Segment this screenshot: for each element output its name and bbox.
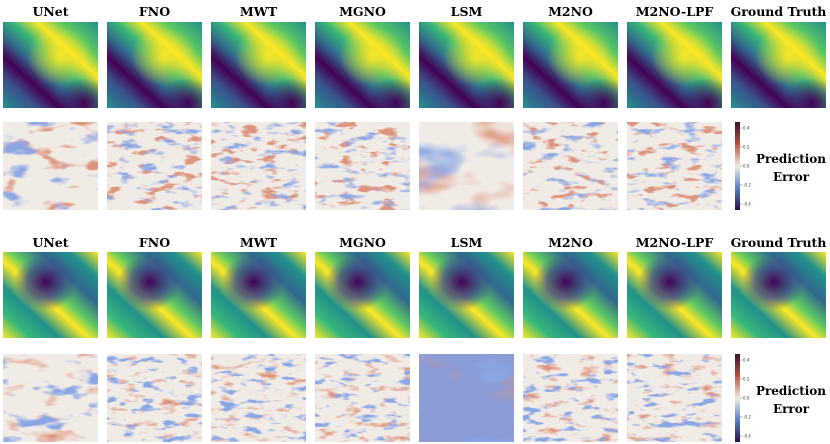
error-image (315, 122, 410, 210)
colorbar-tick-label: 0.2 (743, 377, 750, 382)
colorbar (735, 122, 740, 210)
error-image (211, 354, 306, 442)
field-image (3, 22, 98, 108)
error-image (627, 354, 722, 442)
colorbar-tick-label: -0.2 (743, 415, 751, 420)
field-image (523, 22, 618, 108)
panel: UNet FNO MWT MGNO LSM M2NO M2NO-LPF Ground Trut… (3, 4, 826, 210)
error-image (523, 122, 618, 210)
column-title: UNet (32, 4, 68, 19)
error-image (3, 354, 98, 442)
column-title: M2NO (548, 235, 593, 250)
column-title: M2NO (548, 4, 593, 19)
side-label: Prediction (756, 152, 826, 166)
colorbar-tick-label: 0.0 (743, 164, 750, 169)
error-image (107, 354, 202, 442)
side-label: Error (773, 170, 810, 184)
colorbar (735, 354, 740, 442)
error-image (627, 122, 722, 210)
field-image (315, 252, 410, 338)
column-title: Ground Truth (731, 235, 827, 250)
side-label: Prediction (756, 384, 826, 398)
side-label: Error (773, 402, 810, 416)
error-image (3, 122, 98, 210)
error-image (419, 122, 514, 210)
column-title: MWT (240, 235, 278, 250)
error-image (107, 122, 202, 210)
field-image (419, 252, 514, 338)
field-image (107, 252, 202, 338)
field-image (731, 252, 826, 338)
column-title: FNO (139, 4, 170, 19)
field-image (211, 22, 306, 108)
colorbar-tick-label: 0.4 (743, 358, 750, 363)
field-image (731, 22, 826, 108)
error-image (419, 354, 514, 442)
colorbar-tick-label: 0.0 (743, 396, 750, 401)
field-image (627, 22, 722, 108)
colorbar-tick-label: 0.4 (743, 126, 750, 131)
colorbar-tick-label: -0.4 (743, 202, 751, 207)
error-image (211, 122, 306, 210)
field-image (627, 252, 722, 338)
error-image (315, 354, 410, 442)
colorbar-tick-label: 0.2 (743, 145, 750, 150)
column-title: MGNO (339, 4, 386, 19)
column-title: MWT (240, 4, 278, 19)
column-title: Ground Truth (731, 4, 827, 19)
column-title: M2NO-LPF (636, 4, 714, 19)
error-image (523, 354, 618, 442)
panel: UNet FNO MWT MGNO LSM M2NO M2NO-LPF Ground Trut… (3, 235, 826, 442)
colorbar-tick-label: -0.2 (743, 183, 751, 188)
column-title: LSM (451, 235, 483, 250)
field-image (419, 22, 514, 108)
field-image (107, 22, 202, 108)
column-title: MGNO (339, 235, 386, 250)
column-title: M2NO-LPF (636, 235, 714, 250)
field-image (523, 252, 618, 338)
field-image (211, 252, 306, 338)
column-title: LSM (451, 4, 483, 19)
field-image (3, 252, 98, 338)
column-title: UNet (32, 235, 68, 250)
column-title: FNO (139, 235, 170, 250)
colorbar-tick-label: -0.4 (743, 434, 751, 439)
field-image (315, 22, 410, 108)
